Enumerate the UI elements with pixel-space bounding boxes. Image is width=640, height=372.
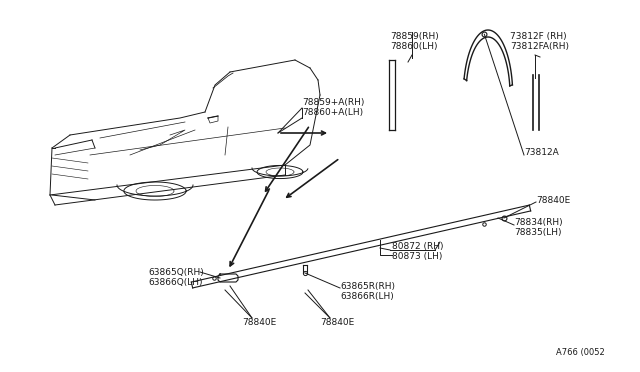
Text: 73812F (RH)
73812FA(RH): 73812F (RH) 73812FA(RH) — [510, 32, 569, 51]
Text: 78859+A(RH)
78860+A(LH): 78859+A(RH) 78860+A(LH) — [302, 98, 364, 118]
Text: 80872 (RH)
80873 (LH): 80872 (RH) 80873 (LH) — [392, 242, 444, 262]
Text: 78859(RH)
78860(LH): 78859(RH) 78860(LH) — [390, 32, 439, 51]
Text: A766 (0052: A766 (0052 — [556, 348, 605, 357]
Text: 63865Q(RH)
63866Q(LH): 63865Q(RH) 63866Q(LH) — [148, 268, 204, 288]
Text: 78840E: 78840E — [536, 196, 570, 205]
Text: 63865R(RH)
63866R(LH): 63865R(RH) 63866R(LH) — [340, 282, 395, 301]
Text: 73812A: 73812A — [524, 148, 559, 157]
Text: 78840E: 78840E — [320, 318, 355, 327]
Text: 78840E: 78840E — [242, 318, 276, 327]
Text: 78834(RH)
78835(LH): 78834(RH) 78835(LH) — [514, 218, 563, 237]
